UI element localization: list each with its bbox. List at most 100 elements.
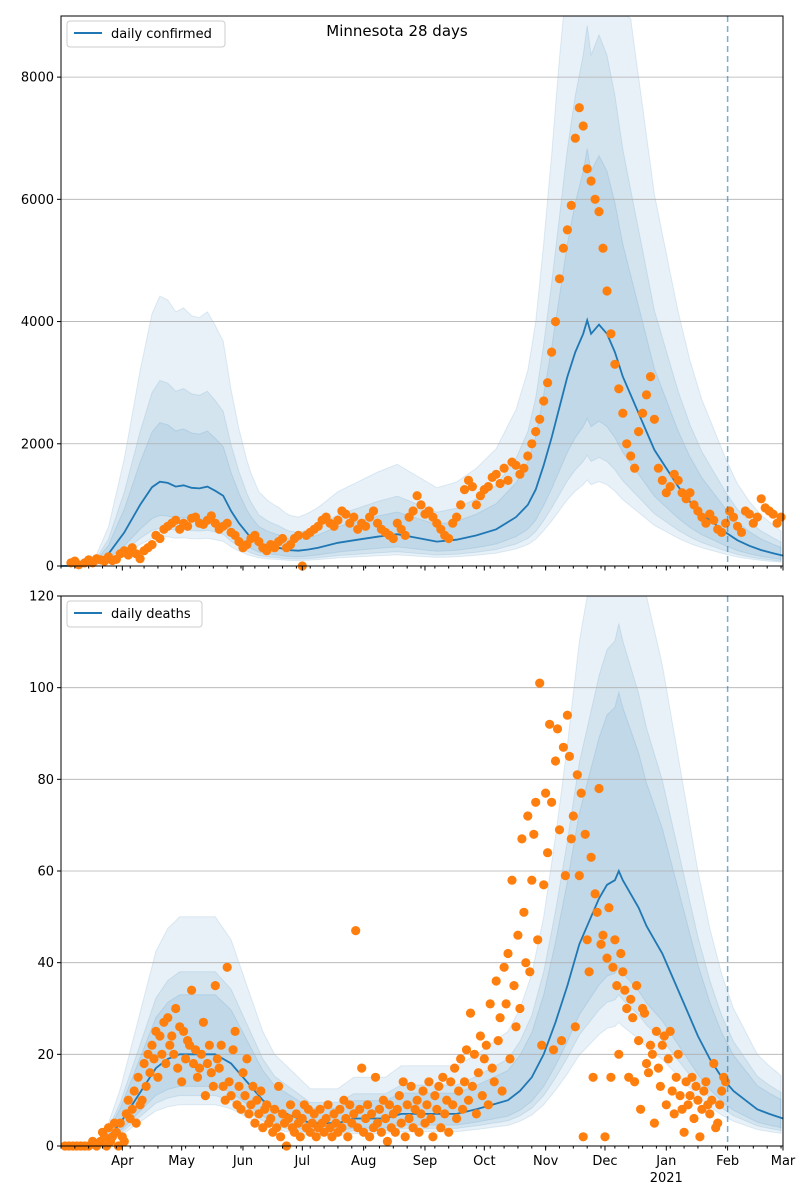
data-point xyxy=(541,788,551,798)
data-point xyxy=(578,1132,588,1142)
data-point xyxy=(606,1072,616,1082)
data-point xyxy=(632,981,642,991)
daily-confirmed-legend: daily confirmed xyxy=(66,20,226,48)
data-point xyxy=(618,408,628,418)
confidence-band-1 xyxy=(60,15,782,567)
data-point xyxy=(499,463,509,473)
data-point xyxy=(452,1113,462,1124)
data-point xyxy=(123,1095,133,1105)
data-point xyxy=(626,994,636,1004)
data-point xyxy=(574,103,584,113)
data-point xyxy=(452,512,462,522)
data-point xyxy=(663,1054,673,1064)
data-point xyxy=(547,347,557,357)
x-tick-label: Apr xyxy=(111,1154,134,1169)
data-point xyxy=(238,1068,248,1078)
data-point xyxy=(693,1095,703,1105)
data-point xyxy=(547,797,557,807)
data-point xyxy=(689,1113,699,1124)
legend-label-daily-deaths: daily deaths xyxy=(111,607,191,622)
data-point xyxy=(351,926,361,936)
data-point xyxy=(355,1104,365,1114)
data-point xyxy=(277,533,288,544)
x-tick-label: May xyxy=(168,1154,195,1169)
data-point xyxy=(634,427,644,437)
data-point xyxy=(171,1003,181,1014)
y-tick-label: 8000 xyxy=(21,71,54,86)
data-point xyxy=(554,274,565,284)
data-point xyxy=(616,948,626,959)
data-point xyxy=(527,439,537,449)
data-point xyxy=(582,935,592,945)
data-point xyxy=(436,1123,446,1133)
data-point xyxy=(438,1072,448,1082)
data-point xyxy=(222,962,232,972)
data-point xyxy=(206,511,216,521)
data-point xyxy=(562,710,573,720)
data-point xyxy=(683,1100,693,1110)
data-point xyxy=(382,1136,392,1146)
data-point xyxy=(586,852,596,862)
data-point xyxy=(614,384,624,394)
y-tick-label: 100 xyxy=(29,681,54,696)
data-point xyxy=(511,460,521,470)
data-point xyxy=(169,1049,179,1059)
data-point xyxy=(521,958,531,968)
data-point xyxy=(641,1058,652,1069)
data-point xyxy=(171,515,181,525)
data-point xyxy=(744,509,755,519)
data-point xyxy=(673,1049,683,1059)
data-point xyxy=(361,521,371,531)
data-point xyxy=(669,1109,679,1119)
data-point xyxy=(206,1068,216,1078)
data-point xyxy=(471,1109,481,1119)
x-tick-label: Oct xyxy=(473,1154,495,1169)
data-point xyxy=(501,999,511,1009)
data-point xyxy=(388,533,398,544)
data-point xyxy=(590,889,600,899)
data-point xyxy=(406,1081,416,1091)
data-point xyxy=(396,1118,406,1128)
data-point xyxy=(606,329,616,339)
data-point xyxy=(649,1118,660,1128)
data-point xyxy=(608,962,618,972)
data-point xyxy=(497,1086,507,1096)
data-point xyxy=(475,1031,485,1041)
data-point xyxy=(384,1100,394,1110)
data-point xyxy=(509,981,519,991)
data-point xyxy=(598,243,608,253)
data-point xyxy=(620,985,630,995)
data-point xyxy=(202,1058,212,1069)
x-tick-label: Dec xyxy=(592,1154,617,1169)
data-point xyxy=(210,981,220,991)
data-point xyxy=(519,907,529,917)
data-point xyxy=(335,1104,345,1114)
data-point xyxy=(610,935,620,945)
data-point xyxy=(687,1072,697,1082)
data-point xyxy=(576,788,586,798)
data-point xyxy=(285,1100,296,1110)
data-point xyxy=(705,1109,715,1119)
data-point xyxy=(699,1086,709,1096)
data-point xyxy=(155,533,165,544)
data-point xyxy=(177,1077,187,1087)
data-point xyxy=(590,194,600,204)
data-point xyxy=(204,1040,214,1050)
data-point xyxy=(489,1077,499,1087)
y-tick-label: 40 xyxy=(37,956,54,971)
data-point xyxy=(127,1104,137,1114)
data-point xyxy=(596,939,606,949)
data-point xyxy=(208,1081,218,1091)
data-point xyxy=(543,378,553,388)
data-point xyxy=(141,1081,151,1091)
data-point xyxy=(137,1095,147,1105)
data-point xyxy=(641,390,652,400)
data-point xyxy=(578,121,588,131)
data-point xyxy=(483,482,493,492)
data-point xyxy=(558,243,569,253)
data-point xyxy=(380,1113,390,1124)
data-point xyxy=(685,1091,695,1101)
data-point xyxy=(147,540,157,550)
data-point xyxy=(412,491,422,501)
data-point xyxy=(602,286,612,296)
